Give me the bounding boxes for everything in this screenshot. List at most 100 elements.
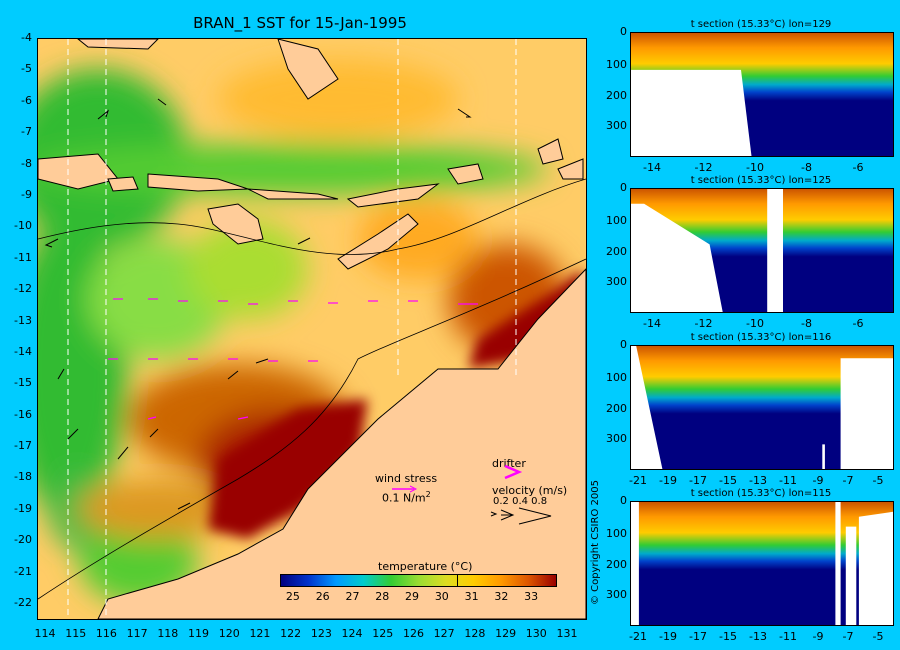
velocity-scale-arrows-icon [490, 507, 552, 525]
islands [38, 39, 584, 270]
lat-tick-label: -4 [21, 31, 32, 44]
copyright-text: © Copyright CSIRO 2005 [590, 480, 601, 605]
section-lat-tick: -10 [746, 161, 764, 174]
lat-tick-label: -5 [21, 62, 32, 76]
section-depth-tick: 0 [620, 181, 627, 194]
section-lat-tick: -9 [812, 630, 824, 643]
drifter-arrow-icon [504, 464, 523, 480]
colorbar-tick-label: 26 [315, 590, 330, 603]
section-lat-tick: -5 [872, 474, 884, 487]
lat-tick-label: -7 [21, 125, 32, 139]
lon-tick-label: 118 [157, 627, 179, 640]
lon-tick-label: 115 [65, 627, 87, 640]
section-depth-tick: 200 [606, 244, 627, 258]
wind-stress-arrows [44, 98, 472, 510]
velocity-arrows [108, 298, 478, 420]
section-lat-tick: -14 [643, 161, 661, 174]
wind-stress-label: wind stress [375, 472, 438, 485]
section-svg [631, 346, 893, 469]
sst-hot-core [208, 269, 583, 539]
section-lat-tick: -11 [779, 630, 797, 643]
lon-tick-label: 129 [495, 627, 517, 640]
section-title: t section (15.33°C) lon=125 [690, 175, 832, 186]
lat-tick-label: -16 [14, 407, 32, 421]
section-depth-tick: 0 [620, 494, 627, 507]
wind-stress-arrow-icon [392, 485, 418, 493]
sst-map [37, 38, 587, 620]
lon-tick-label: 131 [556, 627, 578, 640]
lat-tick-label: -14 [14, 344, 32, 358]
section-lat-tick: -6 [852, 161, 864, 174]
section-lat-tick: -12 [694, 161, 713, 174]
section-lat-tick: -7 [842, 474, 854, 487]
lon-tick-label: 130 [525, 627, 547, 640]
lat-tick-label: -6 [21, 93, 32, 107]
colorbar-title: temperature (°C) [378, 560, 473, 573]
colorbar-tick-label: 29 [405, 590, 420, 603]
sst-map-svg [38, 39, 586, 619]
section-lat-tick: -7 [842, 630, 854, 643]
lat-tick-label: -13 [14, 313, 32, 327]
section-lat-tick: -9 [812, 474, 824, 487]
section-lat-tick: -14 [643, 317, 661, 330]
lat-tick-label: -15 [14, 376, 32, 390]
section-svg [631, 502, 893, 625]
section-lat-tick: -17 [689, 474, 707, 487]
lon-tick-label: 128 [464, 627, 486, 640]
section-plot [630, 188, 894, 313]
lon-tick-label: 116 [95, 627, 117, 640]
lat-tick-label: -12 [14, 282, 32, 296]
section-depth-tick: 200 [606, 401, 627, 415]
lon-tick-label: 127 [433, 627, 455, 640]
lat-tick-label: -19 [14, 501, 32, 515]
lat-tick-label: -21 [14, 564, 32, 578]
section-depth-tick: 200 [606, 88, 627, 102]
colorbar-tick-label: 30 [434, 590, 449, 603]
section-lat-tick: -8 [801, 317, 812, 330]
lon-tick-label: 126 [402, 627, 424, 640]
section-svg [631, 33, 893, 156]
section-lat-tick: -19 [659, 474, 677, 487]
section-plot [630, 345, 894, 470]
colorbar-tick-label: 28 [375, 590, 390, 603]
colorbar-marker [456, 574, 458, 586]
section-lines [67, 39, 517, 619]
section-depth-tick: 300 [606, 588, 627, 602]
lat-tick-label: -8 [21, 156, 32, 170]
velocity-label: velocity (m/s) [492, 484, 568, 497]
lat-tick-label: -20 [14, 533, 32, 547]
colorbar-tick-label: 33 [524, 590, 539, 603]
lon-tick-label: 124 [341, 627, 363, 640]
section-depth-tick: 100 [606, 213, 627, 227]
section-title: t section (15.33°C) lon=115 [690, 488, 832, 499]
lon-tick-label: 119 [188, 627, 210, 640]
section-depth-tick: 0 [620, 338, 627, 351]
section-depth-tick: 0 [620, 25, 627, 38]
section-depth-tick: 300 [606, 119, 627, 133]
colorbar [280, 574, 557, 587]
lat-tick-label: -18 [14, 470, 32, 484]
section-lat-tick: -15 [719, 630, 737, 643]
lon-tick-label: 120 [218, 627, 240, 640]
velocity-values: 0.2 0.4 0.8 [493, 496, 548, 507]
lat-tick-label: -11 [14, 250, 32, 264]
section-lat-tick: -19 [659, 630, 677, 643]
section-depth-tick: 200 [606, 557, 627, 571]
colorbar-tick-label: 32 [494, 590, 509, 603]
lat-tick-label: -22 [14, 596, 32, 609]
lat-tick-label: -9 [21, 187, 32, 201]
section-plot [630, 32, 894, 157]
section-lat-tick: -12 [694, 317, 713, 330]
section-lat-tick: -17 [689, 630, 707, 643]
lat-tick-label: -10 [14, 219, 32, 233]
section-depth-tick: 100 [606, 370, 627, 384]
section-depth-tick: 300 [606, 275, 627, 289]
section-lat-tick: -5 [872, 630, 884, 643]
section-lat-tick: -8 [801, 161, 812, 174]
section-lat-tick: -11 [779, 474, 797, 487]
lon-tick-label: 125 [372, 627, 394, 640]
section-depth-tick: 100 [606, 57, 627, 71]
section-svg [631, 189, 893, 312]
lon-tick-label: 117 [126, 627, 148, 640]
section-lat-tick: -6 [852, 317, 864, 330]
